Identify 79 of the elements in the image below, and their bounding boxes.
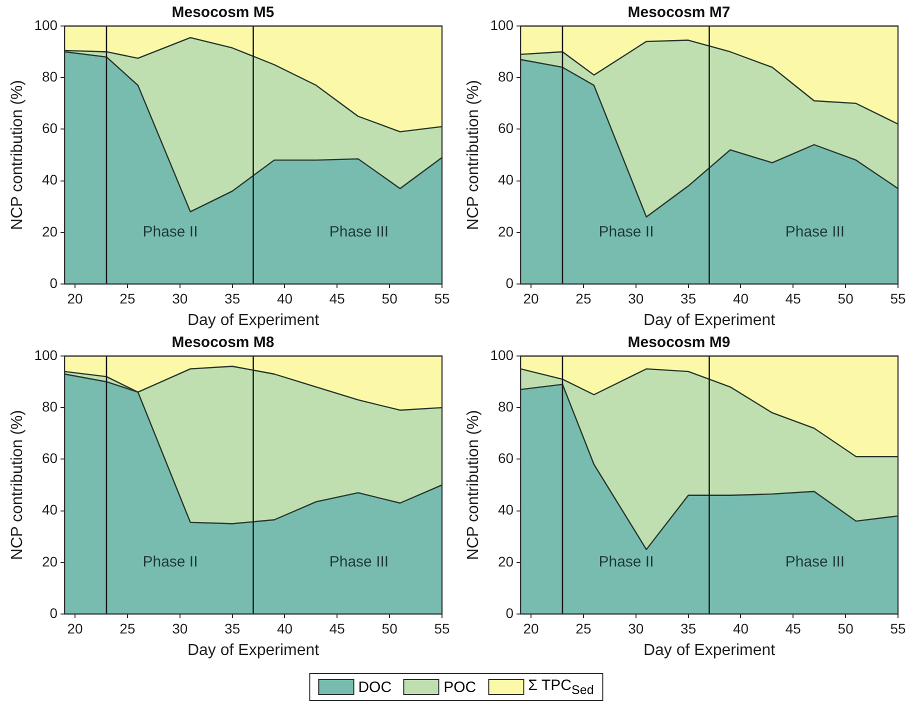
- y-tick-label: 0: [50, 274, 58, 291]
- x-tick-label: 35: [680, 620, 696, 636]
- x-tick-label: 50: [382, 620, 398, 636]
- x-tick-label: 30: [628, 620, 644, 636]
- x-tick-label: 20: [67, 290, 84, 306]
- annotation: Phase III: [329, 554, 389, 571]
- y-tick-label: 20: [498, 223, 514, 240]
- y-tick-label: 80: [42, 398, 58, 414]
- y-tick-label: 0: [506, 604, 514, 621]
- x-tick-label: 40: [276, 620, 293, 636]
- x-tick-label: 25: [120, 620, 136, 636]
- x-tick-label: 45: [785, 290, 802, 306]
- y-tick-label: 100: [490, 16, 514, 33]
- annotation: Phase II: [142, 554, 198, 571]
- y-tick-label: 80: [498, 398, 514, 414]
- x-tick-label: 50: [838, 620, 854, 636]
- chart-title: Mesocosm M7: [628, 4, 730, 22]
- annotation: Phase II: [598, 554, 654, 571]
- y-tick-label: 100: [490, 346, 514, 363]
- chart-title: Mesocosm M8: [172, 334, 274, 352]
- y-tick-label: 60: [498, 450, 514, 466]
- x-tick-label: 55: [890, 620, 906, 636]
- y-tick-label: 60: [42, 450, 58, 466]
- x-tick-label: 30: [172, 620, 188, 636]
- x-tick-label: 20: [523, 620, 540, 636]
- y-axis-title: NCP contribution (%): [9, 80, 26, 230]
- x-tick-label: 35: [224, 290, 240, 306]
- y-tick-label: 60: [42, 120, 58, 136]
- annotation: Phase III: [785, 554, 845, 571]
- y-tick-label: 40: [498, 172, 514, 188]
- x-tick-label: 20: [523, 290, 540, 306]
- x-axis-title: Day of Experiment: [643, 312, 776, 329]
- x-axis-title: Day of Experiment: [187, 642, 320, 659]
- x-tick-label: 25: [120, 290, 136, 306]
- x-axis-title: Day of Experiment: [187, 312, 320, 329]
- y-tick-label: 0: [50, 604, 58, 621]
- y-tick-label: 60: [498, 120, 514, 136]
- chart-title: Mesocosm M5: [172, 4, 274, 22]
- y-axis-title: NCP contribution (%): [465, 80, 482, 230]
- annotation: Phase II: [142, 224, 198, 241]
- y-axis-title: NCP contribution (%): [9, 410, 26, 560]
- y-tick-label: 20: [42, 223, 58, 240]
- x-tick-label: 45: [785, 620, 802, 636]
- x-tick-label: 30: [172, 290, 188, 306]
- y-tick-label: 20: [498, 553, 514, 570]
- x-tick-label: 40: [276, 290, 293, 306]
- x-tick-label: 35: [680, 290, 696, 306]
- y-tick-label: 40: [42, 502, 58, 518]
- x-tick-label: 25: [576, 290, 592, 306]
- y-tick-label: 0: [506, 274, 514, 291]
- y-tick-label: 20: [42, 553, 58, 570]
- y-tick-label: 80: [498, 68, 514, 84]
- x-tick-label: 20: [67, 620, 84, 636]
- chart-title: Mesocosm M9: [628, 334, 730, 352]
- y-tick-label: 40: [42, 172, 58, 188]
- x-tick-label: 55: [434, 290, 450, 306]
- x-tick-label: 55: [890, 290, 906, 306]
- x-tick-label: 30: [628, 290, 644, 306]
- legend-label: DOC: [358, 678, 392, 696]
- y-axis-title: NCP contribution (%): [465, 410, 482, 560]
- y-tick-label: 100: [34, 346, 58, 363]
- x-tick-label: 45: [329, 620, 346, 636]
- x-axis-title: Day of Experiment: [643, 642, 776, 659]
- legend-label: Σ TPC$_{Sed}$: [528, 677, 594, 697]
- x-tick-label: 50: [382, 290, 398, 306]
- y-tick-label: 40: [498, 502, 514, 518]
- x-tick-label: 25: [576, 620, 592, 636]
- annotation: Phase III: [785, 224, 845, 241]
- annotation: Phase II: [598, 224, 654, 241]
- x-tick-label: 40: [732, 290, 749, 306]
- y-tick-label: 100: [34, 16, 58, 33]
- x-tick-label: 35: [224, 620, 240, 636]
- x-tick-label: 45: [329, 290, 346, 306]
- y-tick-label: 80: [42, 68, 58, 84]
- x-tick-label: 40: [732, 620, 749, 636]
- x-tick-label: 50: [838, 290, 854, 306]
- x-tick-label: 55: [434, 620, 450, 636]
- legend-label: POC: [444, 678, 476, 696]
- annotation: Phase III: [329, 224, 389, 241]
